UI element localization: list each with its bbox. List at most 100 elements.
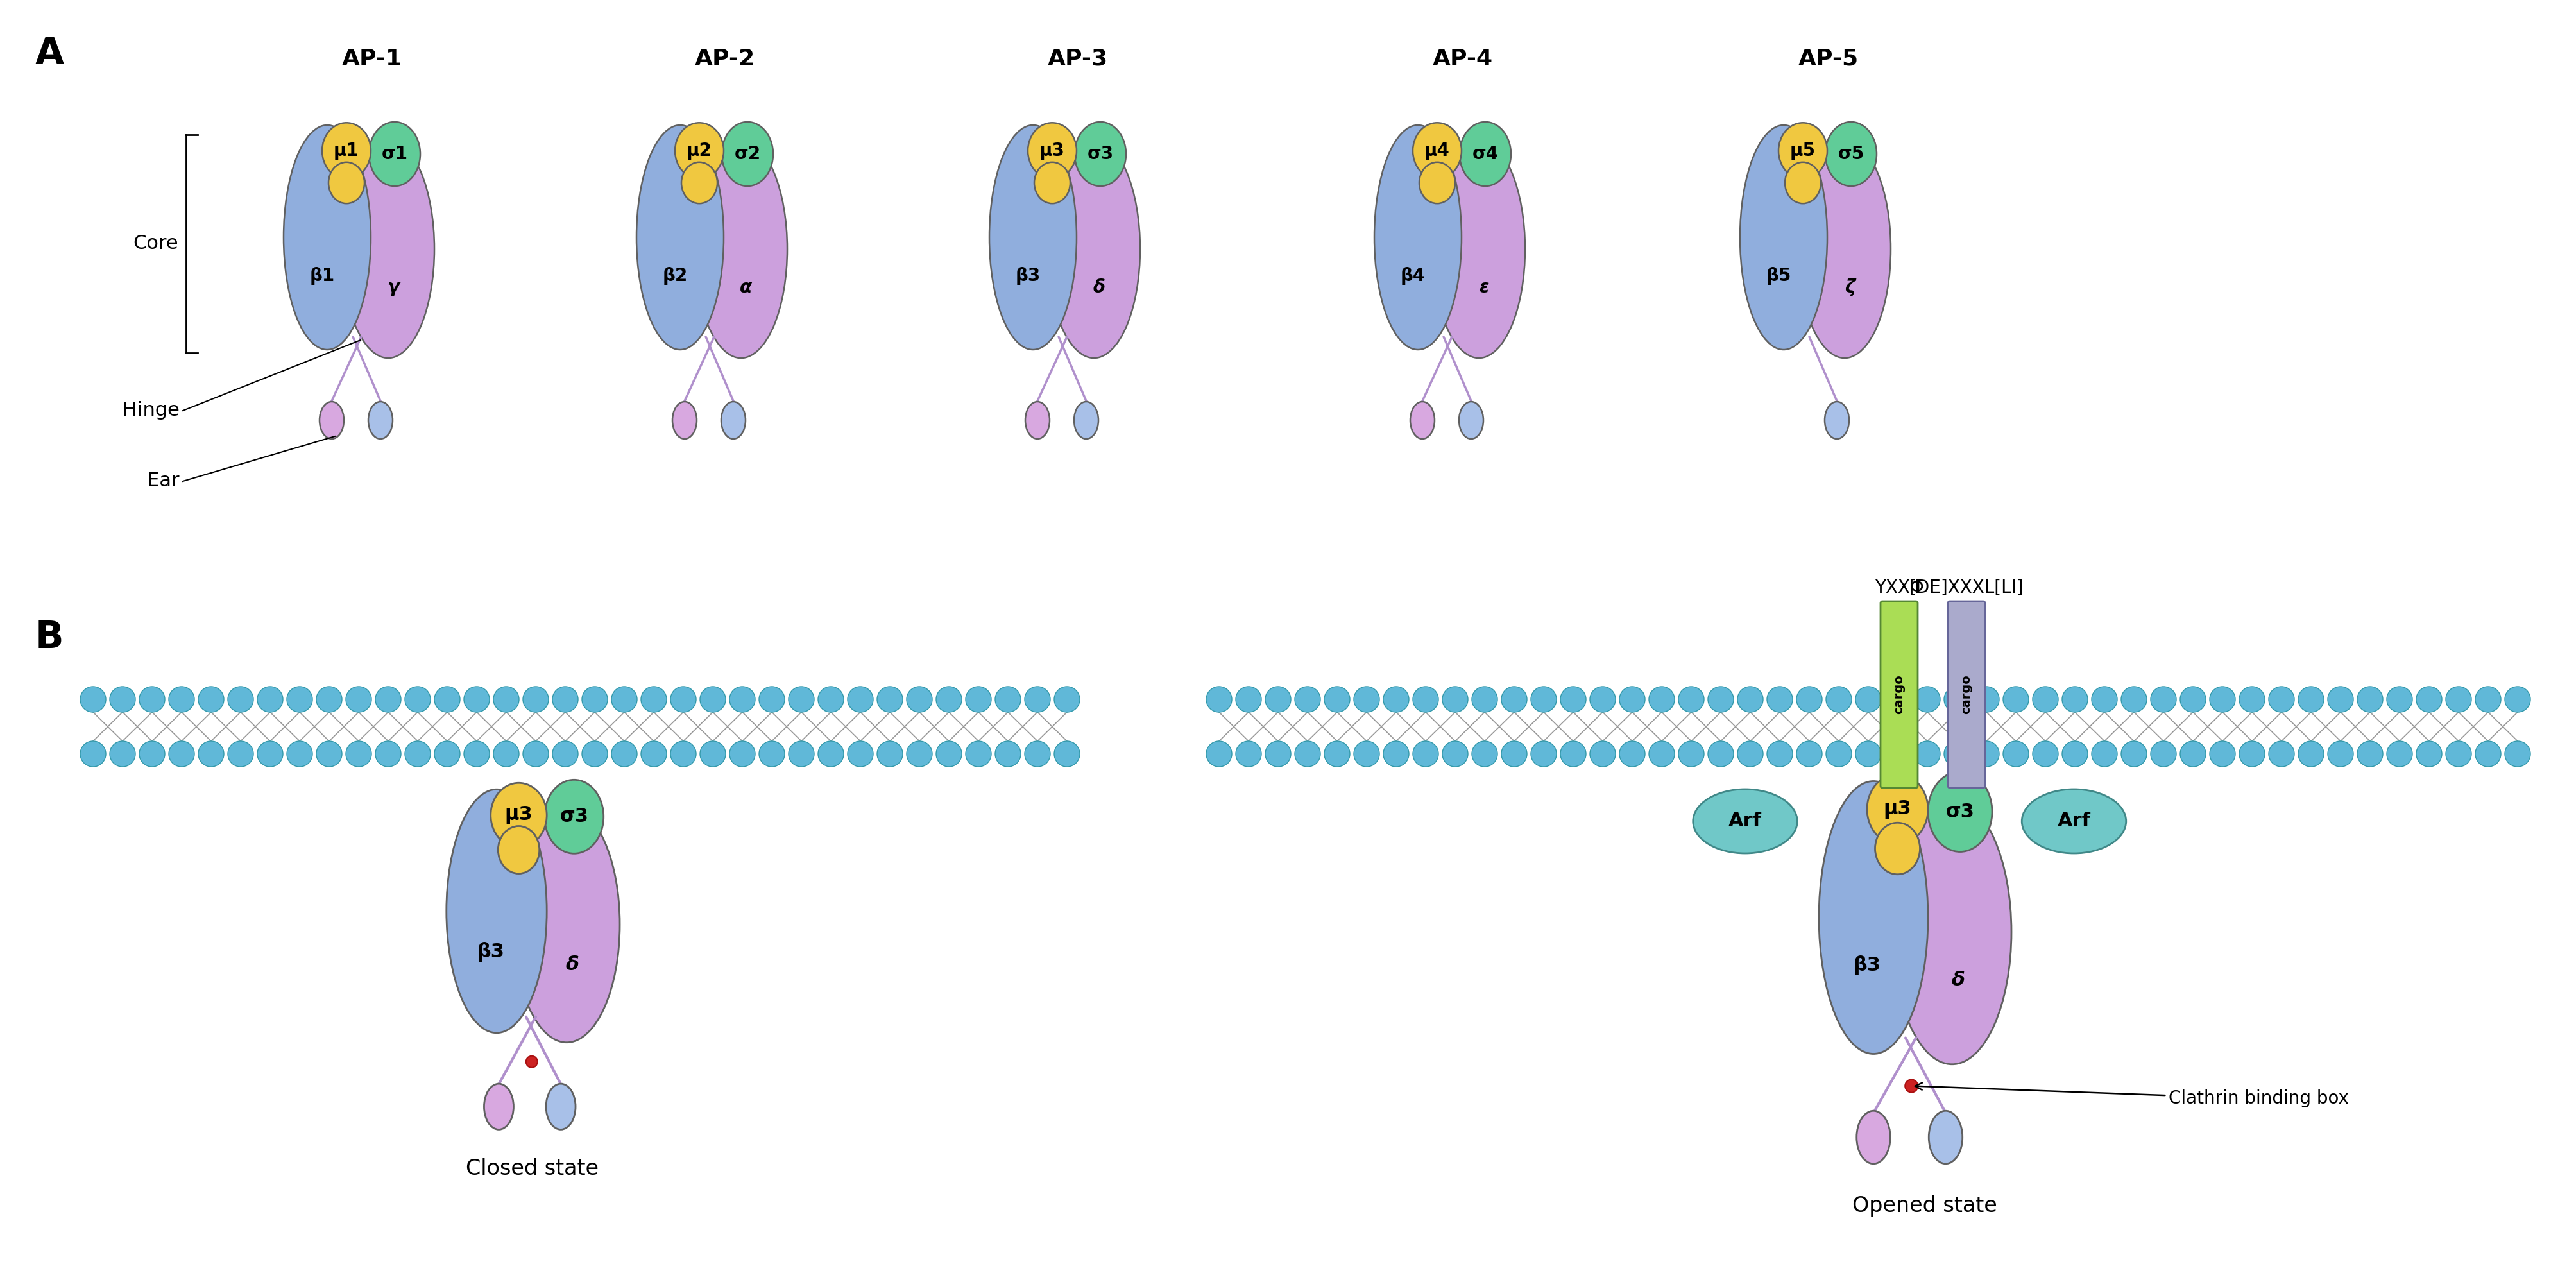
Text: μ4: μ4 [1425,142,1450,159]
Circle shape [1677,741,1703,767]
Circle shape [2267,686,2293,712]
Circle shape [1502,741,1528,767]
Ellipse shape [1893,800,2012,1064]
Ellipse shape [1074,402,1097,439]
Circle shape [2239,686,2264,712]
Text: cargo: cargo [1960,675,1973,714]
Text: cargo: cargo [1893,675,1904,714]
Circle shape [1025,741,1051,767]
Circle shape [1973,686,1999,712]
Circle shape [2357,741,2383,767]
Circle shape [1206,741,1231,767]
Ellipse shape [368,402,392,439]
Circle shape [2504,686,2530,712]
Circle shape [2476,686,2501,712]
Ellipse shape [1074,121,1126,186]
Circle shape [582,686,608,712]
Circle shape [848,686,873,712]
Circle shape [1383,686,1409,712]
Circle shape [1054,741,1079,767]
Circle shape [1324,686,1350,712]
Circle shape [1589,686,1615,712]
Circle shape [464,741,489,767]
Circle shape [1914,686,1940,712]
Circle shape [2210,686,2236,712]
Circle shape [1708,741,1734,767]
Text: AP-1: AP-1 [343,48,402,70]
Ellipse shape [680,162,716,204]
Circle shape [1025,686,1051,712]
Circle shape [1618,741,1643,767]
Ellipse shape [343,140,435,358]
Ellipse shape [327,162,363,204]
Circle shape [2476,741,2501,767]
Circle shape [670,686,696,712]
Circle shape [1855,741,1880,767]
Circle shape [611,741,636,767]
Text: β1: β1 [309,267,335,284]
Circle shape [111,686,137,712]
Circle shape [1767,686,1793,712]
Text: μ3: μ3 [1883,800,1911,819]
Circle shape [876,686,902,712]
Circle shape [2385,686,2411,712]
Circle shape [2416,741,2442,767]
Circle shape [1736,686,1762,712]
Circle shape [2120,741,2146,767]
Ellipse shape [497,827,538,873]
Text: β3: β3 [477,942,505,962]
Ellipse shape [446,789,546,1033]
Ellipse shape [1798,140,1891,358]
Circle shape [1736,741,1762,767]
Circle shape [2092,686,2117,712]
Circle shape [139,686,165,712]
Circle shape [848,741,873,767]
Circle shape [907,741,933,767]
Circle shape [760,686,786,712]
Circle shape [641,686,667,712]
Circle shape [582,741,608,767]
Circle shape [1886,741,1911,767]
Circle shape [523,686,549,712]
Circle shape [1265,686,1291,712]
Text: μ3: μ3 [505,806,533,824]
Ellipse shape [1739,125,1826,350]
Text: μ2: μ2 [685,142,711,159]
Circle shape [1443,741,1468,767]
Ellipse shape [1458,121,1510,186]
Circle shape [139,741,165,767]
Text: σ3: σ3 [1087,145,1113,163]
Ellipse shape [1033,162,1069,204]
Circle shape [2239,741,2264,767]
FancyBboxPatch shape [1880,602,1917,787]
Circle shape [1443,686,1468,712]
Circle shape [376,741,402,767]
Circle shape [1054,686,1079,712]
Text: σ3: σ3 [1945,803,1973,820]
Circle shape [526,1055,538,1068]
Circle shape [788,741,814,767]
Circle shape [2267,741,2293,767]
Text: ζ: ζ [1844,278,1855,297]
Circle shape [2179,686,2205,712]
Ellipse shape [513,806,621,1043]
Circle shape [2151,741,2177,767]
Ellipse shape [1412,123,1461,178]
Text: δ: δ [567,956,580,975]
Ellipse shape [1692,789,1798,853]
Ellipse shape [283,125,371,350]
Ellipse shape [1824,402,1850,439]
Circle shape [2120,686,2146,712]
Circle shape [1352,741,1378,767]
Circle shape [464,686,489,712]
Circle shape [1826,686,1852,712]
Ellipse shape [1458,402,1484,439]
Circle shape [1206,686,1231,712]
Text: Closed state: Closed state [466,1158,598,1179]
Circle shape [788,686,814,712]
Ellipse shape [1419,162,1455,204]
Circle shape [935,741,961,767]
Ellipse shape [636,125,724,350]
Circle shape [1589,741,1615,767]
Text: α: α [739,278,752,297]
